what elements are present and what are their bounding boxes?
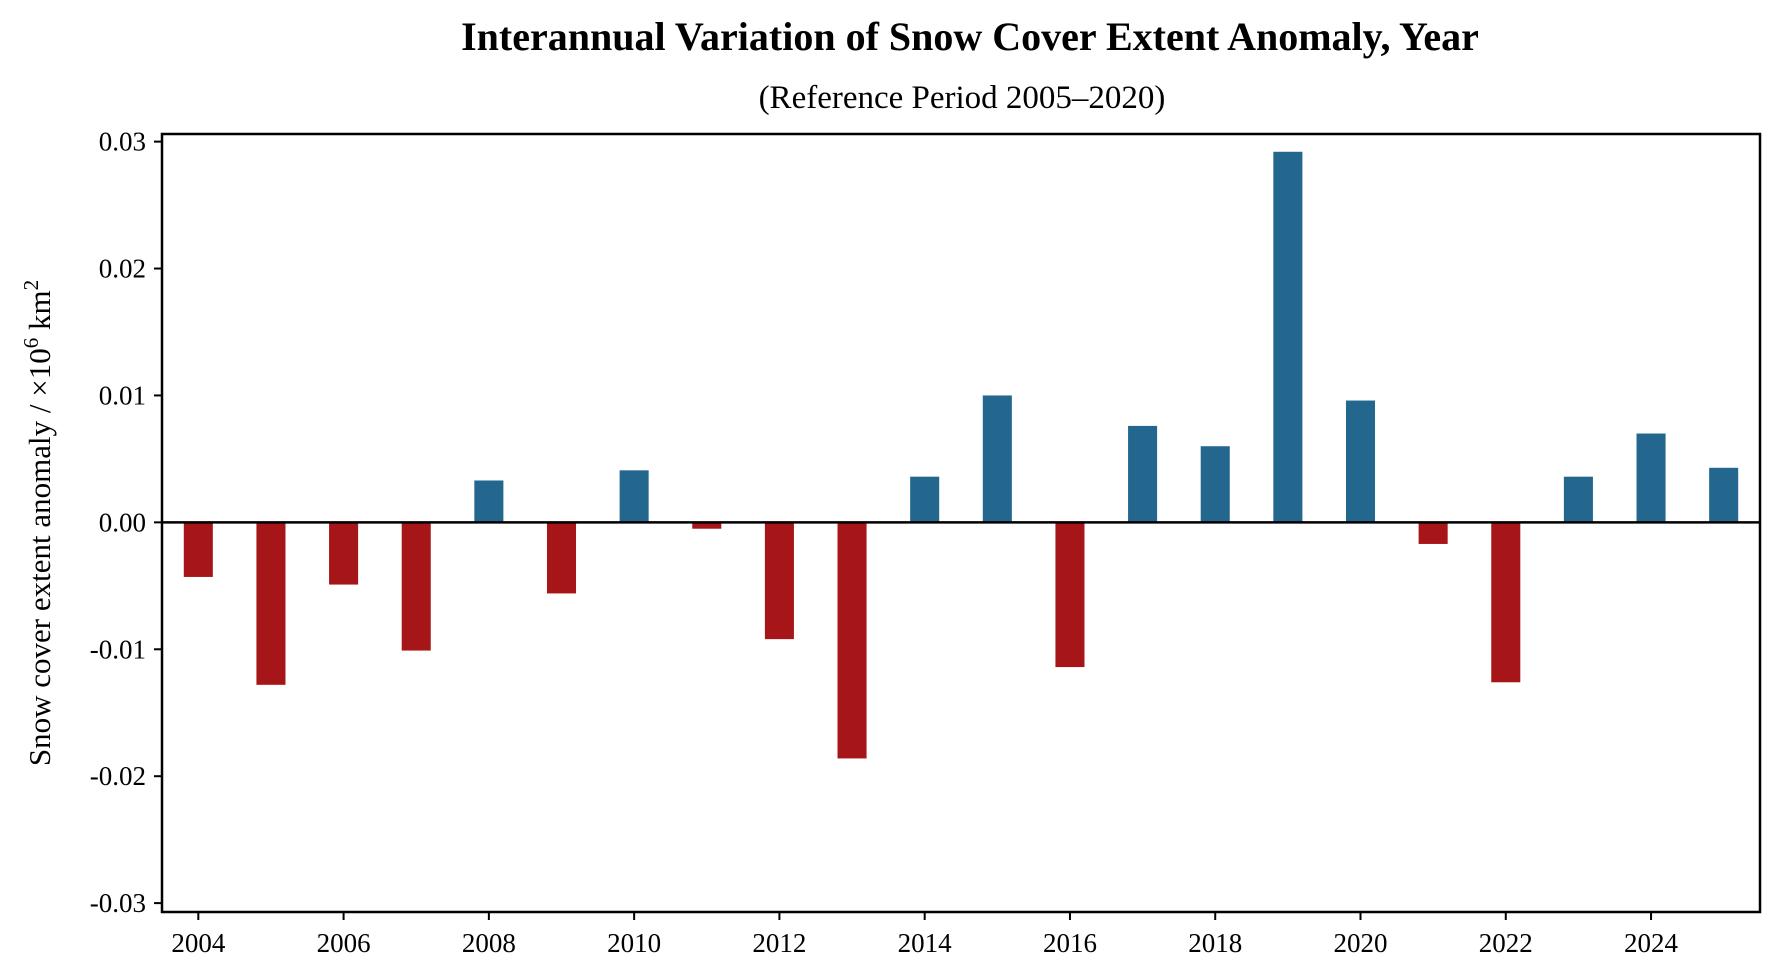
y-tick-label: -0.02 <box>90 761 146 791</box>
bar-2020 <box>1345 400 1376 523</box>
y-tick-label: 0.00 <box>99 507 146 537</box>
bar-2013 <box>837 522 867 759</box>
bar-2014 <box>910 476 940 523</box>
x-tick-label: 2006 <box>317 928 371 958</box>
bar-2004 <box>183 522 213 577</box>
bar-2009 <box>546 522 577 594</box>
bars-group <box>183 151 1739 759</box>
x-tick-label: 2022 <box>1479 928 1533 958</box>
x-tick-label: 2018 <box>1188 928 1242 958</box>
bar-2012 <box>764 522 794 640</box>
y-axis-label-exponent: 6 <box>19 338 43 349</box>
y-axis-label-unit-exponent: 2 <box>19 280 43 291</box>
y-tick-label: 0.02 <box>99 254 146 284</box>
bar-2025 <box>1709 467 1739 523</box>
bar-2016 <box>1055 522 1085 668</box>
x-tick-label: 2016 <box>1043 928 1097 958</box>
y-axis-label: Snow cover extent anomaly / ×106 km2 <box>19 280 57 766</box>
x-tick-label: 2004 <box>171 928 226 958</box>
x-tick-label: 2014 <box>898 928 953 958</box>
y-axis: 0.03 0.02 0.01 0.00 -0.01 -0.02 -0.03 <box>90 127 162 918</box>
y-axis-label-unit: km <box>22 290 57 337</box>
x-tick-label: 2024 <box>1624 928 1679 958</box>
y-tick-label: -0.03 <box>90 888 146 918</box>
bar-2007 <box>401 522 431 651</box>
chart-subtitle: (Reference Period 2005–2020) <box>759 80 1166 116</box>
x-tick-label: 2010 <box>607 928 661 958</box>
bar-2023 <box>1563 476 1593 523</box>
bar-2015 <box>982 395 1012 523</box>
bar-2018 <box>1200 446 1230 523</box>
bar-2019 <box>1273 151 1303 523</box>
chart-title: Interannual Variation of Snow Cover Exte… <box>461 14 1479 59</box>
x-tick-label: 2012 <box>752 928 806 958</box>
y-tick-label: 0.01 <box>99 380 146 410</box>
bar-2017 <box>1128 425 1158 523</box>
y-axis-label-main: Snow cover extent anomaly / ×10 <box>22 348 57 766</box>
bar-2005 <box>256 522 286 685</box>
x-tick-label: 2008 <box>462 928 516 958</box>
y-tick-label: 0.03 <box>99 127 146 157</box>
y-tick-label: -0.01 <box>90 634 146 664</box>
bar-2006 <box>329 522 359 585</box>
bar-2021 <box>1418 522 1448 544</box>
bar-2010 <box>619 470 649 523</box>
bar-2008 <box>474 480 504 523</box>
bar-2024 <box>1636 433 1666 523</box>
x-tick-label: 2020 <box>1334 928 1388 958</box>
bar-2011 <box>692 522 722 529</box>
bar-2022 <box>1491 522 1521 683</box>
x-axis: 2004 2006 2008 2010 2012 2014 2016 2018 2020 2022… <box>171 912 1679 958</box>
